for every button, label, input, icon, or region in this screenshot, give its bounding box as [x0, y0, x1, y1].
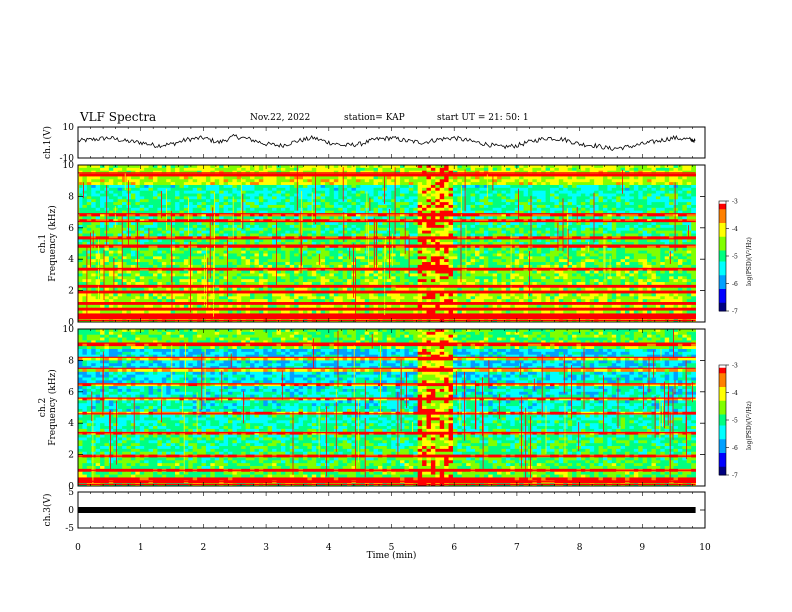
ch3-waveform-line	[78, 507, 696, 513]
x-tick-label: 6	[451, 543, 457, 553]
y-axis-label: ch.1(V)	[42, 126, 53, 159]
colorbar-2	[718, 200, 729, 312]
colorbar-tick-label: -5	[732, 254, 738, 261]
x-tick-label: 1	[138, 543, 144, 553]
y-tick-label: 5	[68, 488, 74, 498]
y-tick-label: 6	[68, 224, 74, 234]
colorbar-tick-label: -5	[732, 418, 738, 425]
station-label: station= KAP	[344, 113, 405, 123]
y-tick-label: 0	[68, 482, 74, 492]
colorbar-label: log(PSD)(V²/Hz)	[746, 401, 753, 450]
y-axis-label: Frequency (kHz)	[47, 369, 58, 446]
x-tick-label: 2	[201, 543, 207, 553]
y-tick-label: 4	[68, 419, 74, 429]
colorbar-3	[718, 364, 729, 476]
start-time-label: start UT = 21: 50: 1	[437, 113, 529, 123]
colorbar-tick-label: -7	[732, 473, 738, 480]
x-tick-label: 5	[389, 543, 395, 553]
y-tick-label: 10	[63, 161, 75, 171]
y-tick-label: 2	[68, 287, 74, 297]
x-axis-label: Time (min)	[367, 550, 417, 561]
y-axis-label: ch.3(V)	[42, 494, 53, 527]
ch1-waveform-line	[77, 133, 696, 152]
x-tick-label: 7	[514, 543, 520, 553]
colorbar-tick-label: -6	[732, 281, 738, 288]
y-axis-label: ch.2	[38, 398, 48, 417]
y-tick-label: 0	[68, 318, 74, 328]
y-tick-label: 0	[68, 506, 74, 516]
x-tick-label: 3	[263, 543, 269, 553]
y-tick-label: 10	[63, 123, 75, 133]
x-tick-label: 9	[639, 543, 645, 553]
colorbar-label: log(PSD)(V²/Hz)	[746, 237, 753, 286]
colorbar-tick-label: -3	[732, 363, 738, 370]
x-tick-label: 8	[577, 543, 583, 553]
y-tick-label: 10	[63, 325, 75, 335]
colorbar-tick-label: -4	[732, 390, 738, 397]
x-tick-label: 0	[75, 543, 81, 553]
y-tick-label: 8	[68, 356, 74, 366]
date-label: Nov.22, 2022	[250, 113, 311, 123]
spectrogram-3	[78, 329, 696, 487]
y-tick-label: 6	[68, 388, 74, 398]
colorbar-tick-label: -7	[732, 309, 738, 316]
y-tick-label: -5	[65, 524, 74, 534]
colorbar-tick-label: -6	[732, 445, 738, 452]
spectrogram-2	[78, 165, 696, 323]
y-axis-label: ch.1	[38, 234, 48, 253]
y-axis-label: Frequency (kHz)	[47, 205, 58, 282]
colorbar-tick-label: -4	[732, 226, 738, 233]
y-tick-label: -10	[60, 154, 75, 164]
x-tick-label: 4	[326, 543, 332, 553]
y-tick-label: 8	[68, 192, 74, 202]
x-tick-label: 10	[699, 543, 711, 553]
panel-frame	[77, 126, 706, 159]
y-tick-label: 4	[68, 255, 74, 265]
y-tick-label: 2	[68, 451, 74, 461]
colorbar-tick-label: -3	[732, 199, 738, 206]
figure-title: VLF Spectra	[80, 110, 157, 124]
